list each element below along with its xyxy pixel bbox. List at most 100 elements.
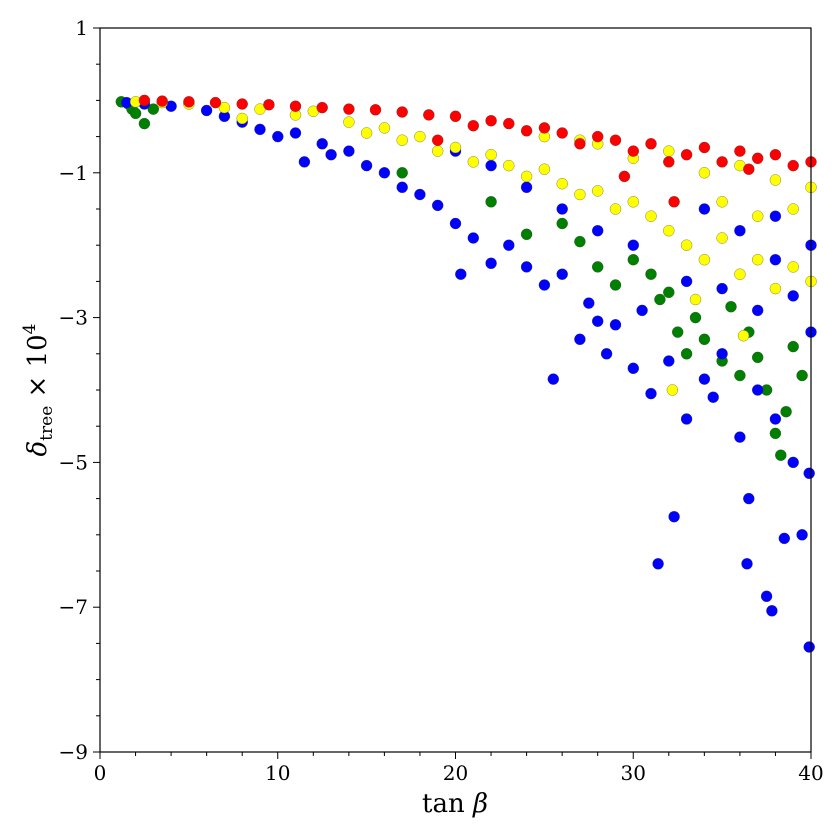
scatter-point-s2-49 (787, 203, 799, 215)
scatter-point-s1-38 (680, 413, 693, 425)
scatter-point-s1-57 (769, 254, 782, 266)
scatter-point-s1-42 (734, 431, 746, 443)
scatter-point-s1-51 (796, 529, 808, 541)
scatter-point-s1-21 (485, 257, 497, 269)
scatter-point-s3-27 (668, 196, 680, 208)
scatter-point-s1-24 (538, 279, 551, 291)
scatter-point-s1-25 (547, 373, 559, 385)
scatter-point-s1-7 (272, 130, 284, 143)
scatter-point-s3-4 (236, 98, 248, 110)
scatter-point-s1-63 (520, 181, 533, 193)
scatter-point-s0-23 (734, 369, 746, 382)
scatter-point-s2-43 (769, 174, 782, 186)
scatter-point-s2-36 (787, 261, 799, 273)
scatter-point-s1-33 (636, 304, 648, 317)
scatter-point-s2-31 (716, 232, 728, 244)
scatter-point-s2-22 (592, 185, 604, 197)
scatter-point-s3-35 (787, 159, 799, 172)
scatter-point-s3-9 (369, 104, 382, 116)
scatter-point-s2-28 (680, 239, 693, 251)
scatter-point-s2-14 (449, 141, 462, 154)
scatter-point-s3-0 (138, 94, 151, 107)
scatter-point-s1-13 (360, 159, 373, 172)
scatter-point-s0-30 (787, 340, 799, 353)
scatter-point-s2-20 (556, 178, 568, 190)
scatter-point-s1-47 (766, 605, 778, 617)
scatter-point-s2-15 (467, 156, 479, 168)
scatter-point-s3-1 (156, 95, 168, 107)
scatter-point-s2-17 (503, 159, 515, 172)
scatter-point-s3-28 (680, 149, 693, 161)
scatter-point-s3-8 (343, 103, 355, 115)
scatter-point-s2-41 (698, 167, 711, 179)
scatter-point-s2-18 (520, 170, 533, 183)
scatter-point-s3-19 (556, 127, 568, 139)
x-tick-label-10: 10 (265, 761, 290, 785)
scatter-point-s0-16 (663, 286, 675, 298)
scatter-point-s1-29 (592, 315, 604, 327)
scatter-point-s1-14 (378, 167, 391, 179)
scatter-point-s0-28 (775, 449, 787, 461)
scatter-point-s3-11 (423, 109, 435, 121)
scatter-point-s2-23 (609, 203, 622, 215)
scatter-point-s2-26 (663, 225, 675, 237)
scatter-point-s3-7 (316, 101, 328, 114)
scatter-point-s1-67 (734, 225, 746, 237)
scatter-point-s1-6 (254, 123, 266, 136)
scatter-point-s2-33 (737, 330, 750, 342)
scatter-point-s0-9 (556, 217, 568, 230)
scatter-point-s2-47 (716, 196, 728, 208)
scatter-point-s2-19 (538, 163, 551, 175)
y-tick-label--9: −9 (59, 740, 88, 764)
scatter-point-s1-46 (760, 590, 773, 602)
scatter-point-s0-15 (654, 293, 666, 306)
scatter-point-s0-8 (520, 228, 533, 240)
points-layer (115, 94, 817, 653)
scatter-point-s2-9 (360, 127, 373, 139)
scatter-point-s1-19 (455, 268, 467, 280)
scatter-point-s1-61 (592, 225, 604, 237)
scatter-point-s1-62 (556, 203, 568, 215)
scatter-point-s3-20 (574, 138, 586, 150)
scatter-point-s0-22 (725, 301, 737, 313)
scatter-point-s0-31 (796, 369, 808, 382)
scatter-point-s0-20 (698, 333, 711, 345)
scatter-point-s0-29 (780, 406, 792, 418)
scatter-point-s2-27 (666, 384, 679, 396)
scatter-point-s1-23 (520, 261, 533, 273)
scatter-point-s0-10 (574, 235, 586, 248)
scatter-point-s1-54 (680, 275, 693, 288)
scatter-point-s1-8 (289, 127, 302, 139)
scatter-point-s3-10 (396, 106, 408, 118)
scatter-point-s1-17 (432, 199, 444, 212)
scatter-point-s2-16 (485, 149, 497, 161)
scatter-point-s1-10 (316, 138, 328, 150)
scatter-point-s3-13 (449, 110, 462, 122)
scatter-point-s3-17 (520, 125, 533, 137)
scatter-point-s1-15 (396, 181, 408, 193)
scatter-point-s1-49 (778, 532, 790, 545)
scatter-point-s0-7 (485, 196, 497, 208)
scatter-point-s3-29 (698, 141, 711, 154)
scatter-point-s1-68 (769, 210, 782, 222)
scatter-point-s3-22 (609, 134, 622, 146)
scatter-point-s1-31 (609, 319, 622, 331)
scatter-point-s3-21 (592, 130, 604, 143)
scatter-point-s3-14 (467, 120, 479, 132)
scatter-point-s2-11 (396, 134, 408, 146)
scatter-point-s3-18 (538, 122, 551, 134)
scatter-point-s0-25 (752, 351, 764, 364)
y-tick-label--1: −1 (59, 161, 88, 185)
scatter-point-s3-34 (769, 149, 782, 161)
scatter-point-s1-56 (752, 304, 764, 317)
scatter-point-s1-3 (200, 104, 213, 117)
scatter-point-s3-25 (645, 138, 657, 150)
scatter-point-s1-50 (787, 456, 799, 469)
scatter-point-s1-32 (627, 362, 639, 374)
scatter-point-s3-32 (743, 163, 755, 175)
scatter-point-s1-40 (707, 391, 719, 403)
scatter-point-s1-22 (503, 239, 515, 251)
scatter-point-s3-12 (432, 134, 444, 146)
scatter-point-s3-15 (485, 115, 497, 127)
